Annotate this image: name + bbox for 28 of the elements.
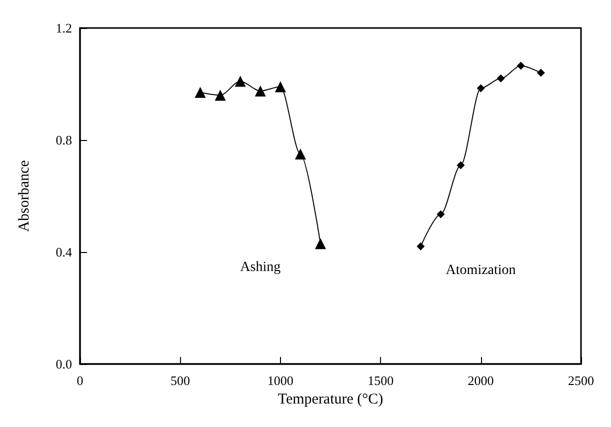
point [274, 81, 286, 92]
series-label: Atomization [446, 262, 516, 278]
x-tick-label: 1500 [368, 373, 394, 388]
point [436, 210, 445, 218]
point [456, 161, 465, 170]
y-tick-label: 0.8 [56, 132, 72, 148]
point [214, 90, 226, 101]
x-tick-label: 0 [76, 373, 84, 388]
point [314, 238, 326, 250]
point [416, 242, 425, 250]
x-tick-label: 2000 [468, 373, 494, 388]
y-tick-label: 1.2 [56, 20, 72, 36]
point [234, 76, 246, 87]
x-tick-label: 500 [170, 373, 190, 388]
point [294, 148, 306, 160]
point [476, 84, 485, 92]
text: Ashing [240, 260, 281, 276]
x-tick-label: 1000 [267, 373, 294, 388]
x-tick-label: 2500 [568, 373, 594, 388]
point [496, 74, 505, 82]
point [194, 86, 206, 98]
y-axis-title: Absorbance [16, 160, 32, 232]
y-tick-label: 0.4 [56, 244, 72, 260]
y-tick-label: 0.0 [56, 356, 72, 372]
point [254, 86, 266, 96]
point [536, 68, 545, 77]
point [516, 62, 525, 70]
x-axis-title: Temperature (°C) [278, 392, 384, 408]
